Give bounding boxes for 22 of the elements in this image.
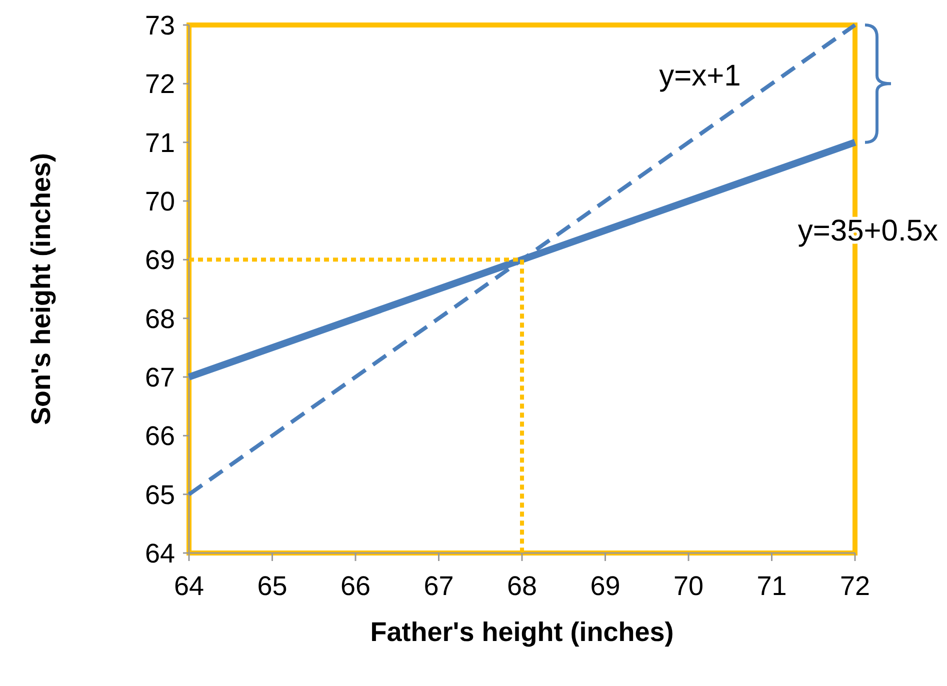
y-tick-label: 73 — [144, 10, 175, 40]
x-tick-label: 70 — [673, 571, 704, 601]
x-tick-label: 68 — [506, 571, 538, 601]
x-tick-label: 72 — [840, 571, 870, 601]
y-tick-label: 67 — [144, 362, 175, 392]
y-tick-label: 71 — [144, 128, 175, 158]
y-tick-label: 65 — [144, 480, 175, 510]
y-tick-label: 66 — [144, 421, 175, 452]
x-tick-label: 69 — [590, 571, 620, 601]
annotation: y=x+1 — [659, 60, 741, 92]
y-tick-label: 70 — [144, 186, 175, 216]
y-tick-label: 68 — [144, 304, 175, 334]
x-tick-label: 66 — [340, 571, 371, 601]
x-tick-label: 64 — [174, 571, 204, 601]
y-tick-label: 64 — [144, 538, 175, 568]
y-axis-title: Son's height (inches) — [26, 153, 56, 425]
x-tick-label: 65 — [257, 571, 288, 601]
y-tick-label: 72 — [144, 69, 175, 100]
x-axis-title: Father's height (inches) — [370, 617, 674, 647]
x-tick-label: 71 — [756, 571, 787, 601]
x-tick-label: 67 — [424, 571, 454, 601]
y-tick-label: 69 — [144, 245, 175, 276]
